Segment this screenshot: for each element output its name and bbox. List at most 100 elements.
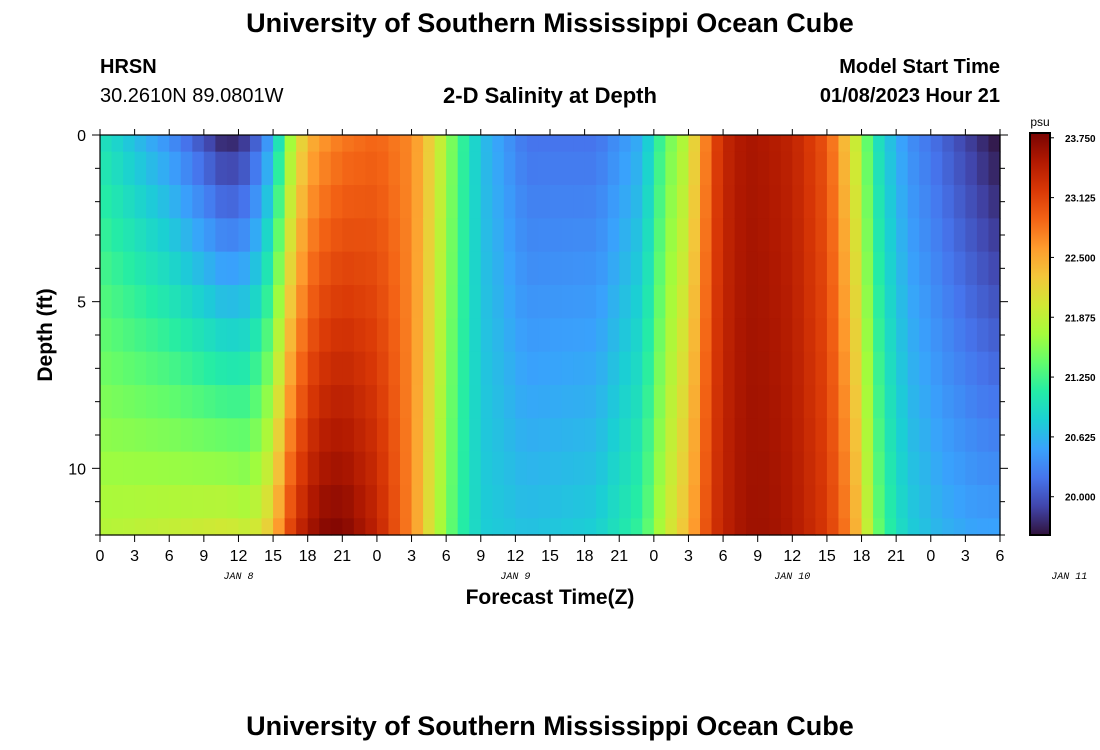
heatmap-cell — [284, 135, 297, 153]
heatmap-cell — [607, 385, 620, 419]
day-label: JAN 11 — [1051, 572, 1087, 583]
heatmap-cell — [630, 318, 643, 353]
heatmap-cell — [953, 285, 966, 319]
heatmap-cell — [907, 218, 920, 253]
x-tick-label: 0 — [96, 548, 105, 565]
heatmap-cell — [711, 218, 724, 253]
heatmap-cell — [226, 218, 240, 253]
heatmap-cell — [734, 218, 747, 253]
heatmap-cell — [896, 151, 909, 186]
heatmap-cell — [319, 351, 332, 386]
heatmap-cell — [769, 451, 782, 486]
heatmap-cell — [953, 135, 966, 153]
heatmap-cell — [203, 418, 216, 453]
heatmap-cell — [584, 351, 597, 386]
heatmap-cell — [965, 451, 978, 486]
heatmap-cell — [330, 285, 343, 319]
heatmap-cell — [642, 485, 655, 519]
x-tick-label: 18 — [576, 548, 594, 565]
heatmap-cell — [446, 318, 459, 353]
heatmap-cell — [630, 285, 643, 319]
heatmap-cell — [192, 185, 205, 219]
heatmap-cell — [238, 135, 251, 153]
heatmap-cell — [723, 518, 736, 536]
heatmap-cell — [261, 351, 274, 386]
heatmap-cell — [976, 135, 990, 153]
heatmap-cell — [688, 318, 701, 353]
heatmap-cell — [365, 251, 378, 286]
model-start-label: Model Start Time — [839, 56, 1000, 78]
heatmap-cell — [376, 385, 390, 419]
heatmap-cell — [780, 151, 793, 186]
heatmap-cell — [400, 185, 413, 219]
heatmap-cell — [215, 418, 228, 453]
heatmap-cell — [538, 451, 551, 486]
heatmap-cell — [988, 485, 1001, 519]
heatmap-cell — [734, 151, 747, 186]
heatmap-cell — [388, 151, 401, 186]
heatmap-cell — [526, 285, 540, 319]
heatmap-cell — [734, 185, 747, 219]
heatmap-cell — [307, 385, 320, 419]
heatmap-cell — [653, 318, 666, 353]
heatmap-cell — [584, 518, 597, 536]
heatmap-cell — [284, 218, 297, 253]
heatmap-cell — [965, 418, 978, 453]
heatmap-cell — [953, 351, 966, 386]
heatmap-cell — [642, 135, 655, 153]
heatmap-cell — [723, 185, 736, 219]
heatmap-cell — [850, 251, 863, 286]
heatmap-cell — [365, 518, 378, 536]
heatmap-cell — [492, 385, 505, 419]
heatmap-cell — [653, 385, 666, 419]
heatmap-cell — [850, 351, 863, 386]
heatmap-cell — [365, 135, 378, 153]
heatmap-cell — [942, 518, 955, 536]
heatmap-cell — [746, 418, 759, 453]
heatmap-cell — [630, 351, 643, 386]
heatmap-cell — [238, 451, 251, 486]
heatmap-cell — [896, 418, 909, 453]
heatmap-cell — [296, 218, 309, 253]
heatmap-cell — [630, 185, 643, 219]
heatmap-cell — [411, 518, 424, 536]
heatmap-cell — [319, 385, 332, 419]
heatmap-cell — [457, 418, 470, 453]
heatmap-cell — [446, 418, 459, 453]
heatmap-cell — [873, 385, 886, 419]
heatmap-cell — [480, 418, 493, 453]
heatmap-cell — [619, 418, 632, 453]
heatmap-cell — [803, 351, 816, 386]
heatmap-cell — [573, 518, 586, 536]
heatmap-cell — [492, 451, 505, 486]
heatmap-cell — [273, 285, 286, 319]
heatmap-cell — [873, 351, 886, 386]
heatmap-cell — [273, 185, 286, 219]
heatmap-cell — [146, 418, 159, 453]
heatmap-cell — [769, 185, 782, 219]
heatmap-cell — [330, 385, 343, 419]
heatmap-cell — [561, 285, 574, 319]
heatmap-cell — [826, 418, 840, 453]
heatmap-cell — [273, 318, 286, 353]
heatmap-cell — [838, 135, 851, 153]
x-tick-label: 21 — [333, 548, 351, 565]
heatmap-cell — [480, 451, 493, 486]
heatmap-cell — [215, 318, 228, 353]
heatmap-cell — [261, 485, 274, 519]
heatmap-cell — [838, 185, 851, 219]
heatmap-cell — [353, 385, 366, 419]
heatmap-cell — [573, 151, 586, 186]
heatmap-cell — [123, 285, 136, 319]
heatmap-cell — [826, 451, 840, 486]
heatmap-cell — [226, 318, 240, 353]
heatmap-cell — [123, 351, 136, 386]
day-label: JAN 8 — [223, 572, 253, 583]
colorbar: 23.750 23.125 22.500 21.875 21.250 20.625 20.0… — [1029, 132, 1096, 536]
heatmap-cell — [319, 135, 332, 153]
heatmap-cell — [400, 285, 413, 319]
heatmap-cell — [192, 518, 205, 536]
heatmap-cell — [561, 151, 574, 186]
heatmap-cell — [769, 251, 782, 286]
heatmap-cell — [342, 518, 355, 536]
